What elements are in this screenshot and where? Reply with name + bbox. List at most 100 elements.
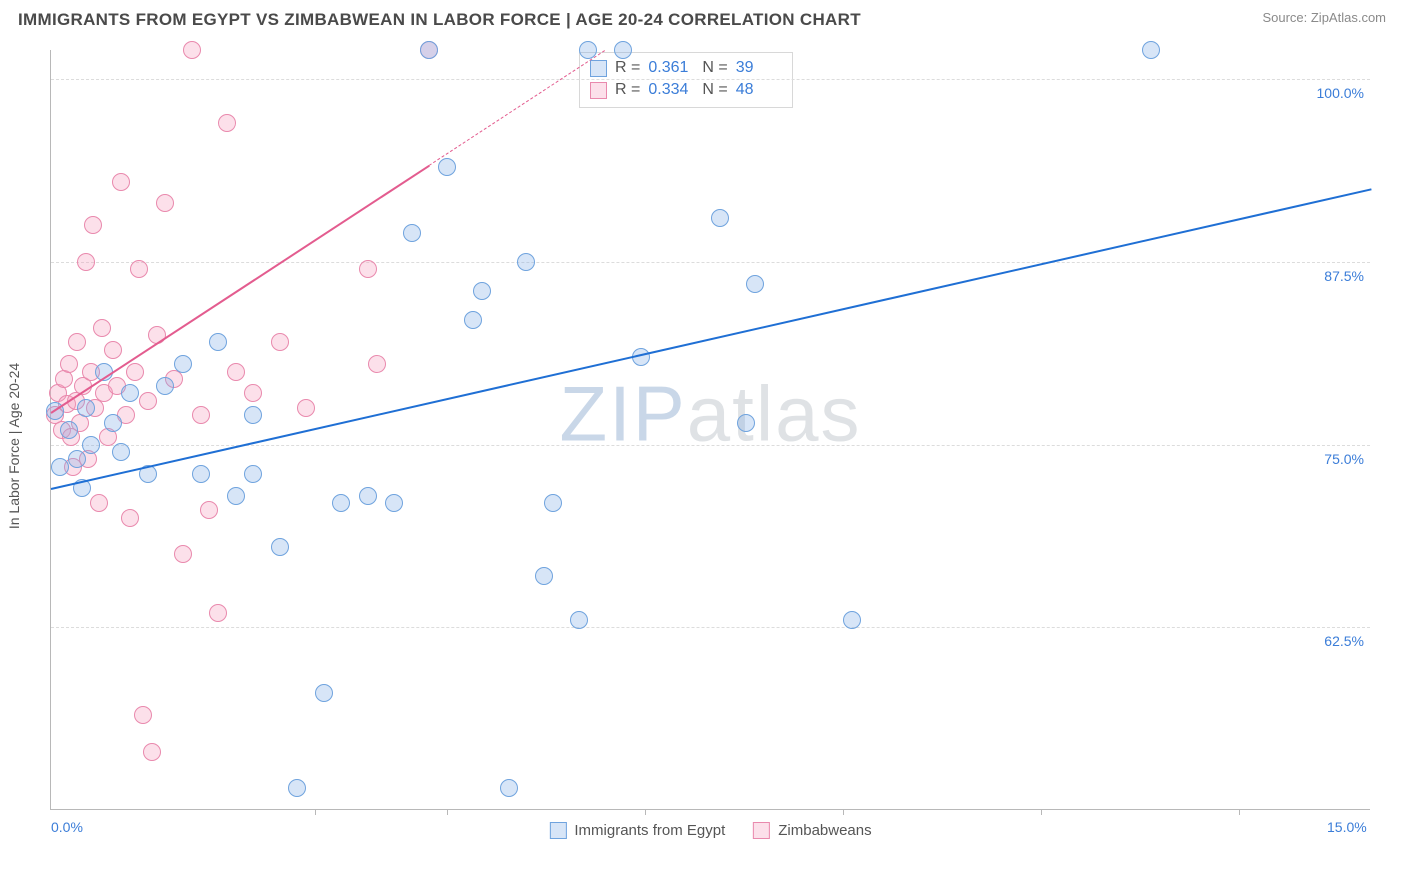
data-point-egypt <box>209 333 227 351</box>
data-point-egypt <box>500 779 518 797</box>
data-point-egypt <box>156 377 174 395</box>
data-point-egypt <box>112 443 130 461</box>
r-label: R = <box>615 81 640 99</box>
gridline <box>51 262 1370 263</box>
data-point-zimbabwe <box>297 399 315 417</box>
data-point-egypt <box>192 465 210 483</box>
legend-label-zimbabwe: Zimbabweans <box>778 822 871 839</box>
data-point-egypt <box>288 779 306 797</box>
chart-title: IMMIGRANTS FROM EGYPT VS ZIMBABWEAN IN L… <box>18 10 861 30</box>
data-point-zimbabwe <box>68 333 86 351</box>
data-point-zimbabwe <box>183 41 201 59</box>
legend-item-zimbabwe: Zimbabweans <box>753 822 871 839</box>
data-point-egypt <box>403 224 421 242</box>
data-point-zimbabwe <box>90 494 108 512</box>
data-point-egypt <box>737 414 755 432</box>
data-point-zimbabwe <box>93 319 111 337</box>
data-point-zimbabwe <box>139 392 157 410</box>
x-tick-mark <box>843 809 844 815</box>
data-point-egypt <box>60 421 78 439</box>
data-point-egypt <box>517 253 535 271</box>
data-point-egypt <box>746 275 764 293</box>
data-point-egypt <box>244 406 262 424</box>
data-point-zimbabwe <box>368 355 386 373</box>
chart-header: IMMIGRANTS FROM EGYPT VS ZIMBABWEAN IN L… <box>0 0 1406 36</box>
n-label: N = <box>702 59 727 77</box>
y-tick-label: 87.5% <box>1324 268 1364 284</box>
data-point-egypt <box>244 465 262 483</box>
legend: Immigrants from Egypt Zimbabweans <box>549 822 871 839</box>
data-point-egypt <box>271 538 289 556</box>
x-tick-label: 15.0% <box>1327 819 1367 835</box>
data-point-zimbabwe <box>359 260 377 278</box>
n-value-egypt: 39 <box>736 59 782 77</box>
gridline <box>51 79 1370 80</box>
r-label: R = <box>615 59 640 77</box>
swatch-egypt <box>590 60 607 77</box>
x-tick-mark <box>315 809 316 815</box>
source-label: Source: ZipAtlas.com <box>1262 10 1386 25</box>
x-tick-mark <box>1239 809 1240 815</box>
r-value-egypt: 0.361 <box>648 59 694 77</box>
data-point-egypt <box>68 450 86 468</box>
data-point-zimbabwe <box>156 194 174 212</box>
data-point-egypt <box>315 684 333 702</box>
data-point-zimbabwe <box>192 406 210 424</box>
legend-item-egypt: Immigrants from Egypt <box>549 822 725 839</box>
data-point-egypt <box>420 41 438 59</box>
data-point-egypt <box>473 282 491 300</box>
y-tick-label: 100.0% <box>1317 85 1364 101</box>
x-tick-mark <box>645 809 646 815</box>
watermark: ZIPatlas <box>559 369 861 460</box>
data-point-zimbabwe <box>218 114 236 132</box>
y-tick-label: 62.5% <box>1324 633 1364 649</box>
legend-label-egypt: Immigrants from Egypt <box>574 822 725 839</box>
stats-row-egypt: R = 0.361 N = 39 <box>590 57 782 79</box>
data-point-egypt <box>570 611 588 629</box>
n-label: N = <box>702 81 727 99</box>
r-value-zimbabwe: 0.334 <box>648 81 694 99</box>
data-point-egypt <box>711 209 729 227</box>
swatch-zimbabwe <box>590 82 607 99</box>
data-point-zimbabwe <box>271 333 289 351</box>
data-point-egypt <box>843 611 861 629</box>
n-value-zimbabwe: 48 <box>736 81 782 99</box>
data-point-egypt <box>51 458 69 476</box>
data-point-zimbabwe <box>209 604 227 622</box>
data-point-egypt <box>1142 41 1160 59</box>
data-point-zimbabwe <box>126 363 144 381</box>
data-point-egypt <box>535 567 553 585</box>
swatch-egypt <box>549 822 566 839</box>
data-point-zimbabwe <box>200 501 218 519</box>
swatch-zimbabwe <box>753 822 770 839</box>
data-point-zimbabwe <box>134 706 152 724</box>
data-point-egypt <box>385 494 403 512</box>
y-axis-label: In Labor Force | Age 20-24 <box>6 363 22 529</box>
data-point-zimbabwe <box>112 173 130 191</box>
data-point-egypt <box>121 384 139 402</box>
data-point-egypt <box>614 41 632 59</box>
gridline <box>51 627 1370 628</box>
data-point-egypt <box>77 399 95 417</box>
trend-line <box>429 50 606 166</box>
data-point-egypt <box>464 311 482 329</box>
stats-row-zimbabwe: R = 0.334 N = 48 <box>590 79 782 101</box>
data-point-egypt <box>227 487 245 505</box>
data-point-zimbabwe <box>84 216 102 234</box>
x-tick-label: 0.0% <box>51 819 83 835</box>
y-tick-label: 75.0% <box>1324 451 1364 467</box>
scatter-chart: ZIPatlas R = 0.361 N = 39 R = 0.334 N = … <box>50 50 1370 810</box>
data-point-egypt <box>438 158 456 176</box>
data-point-egypt <box>174 355 192 373</box>
data-point-zimbabwe <box>77 253 95 271</box>
data-point-egypt <box>332 494 350 512</box>
data-point-egypt <box>104 414 122 432</box>
data-point-egypt <box>359 487 377 505</box>
data-point-zimbabwe <box>227 363 245 381</box>
data-point-zimbabwe <box>174 545 192 563</box>
data-point-zimbabwe <box>143 743 161 761</box>
data-point-zimbabwe <box>121 509 139 527</box>
data-point-zimbabwe <box>60 355 78 373</box>
data-point-egypt <box>544 494 562 512</box>
data-point-zimbabwe <box>104 341 122 359</box>
